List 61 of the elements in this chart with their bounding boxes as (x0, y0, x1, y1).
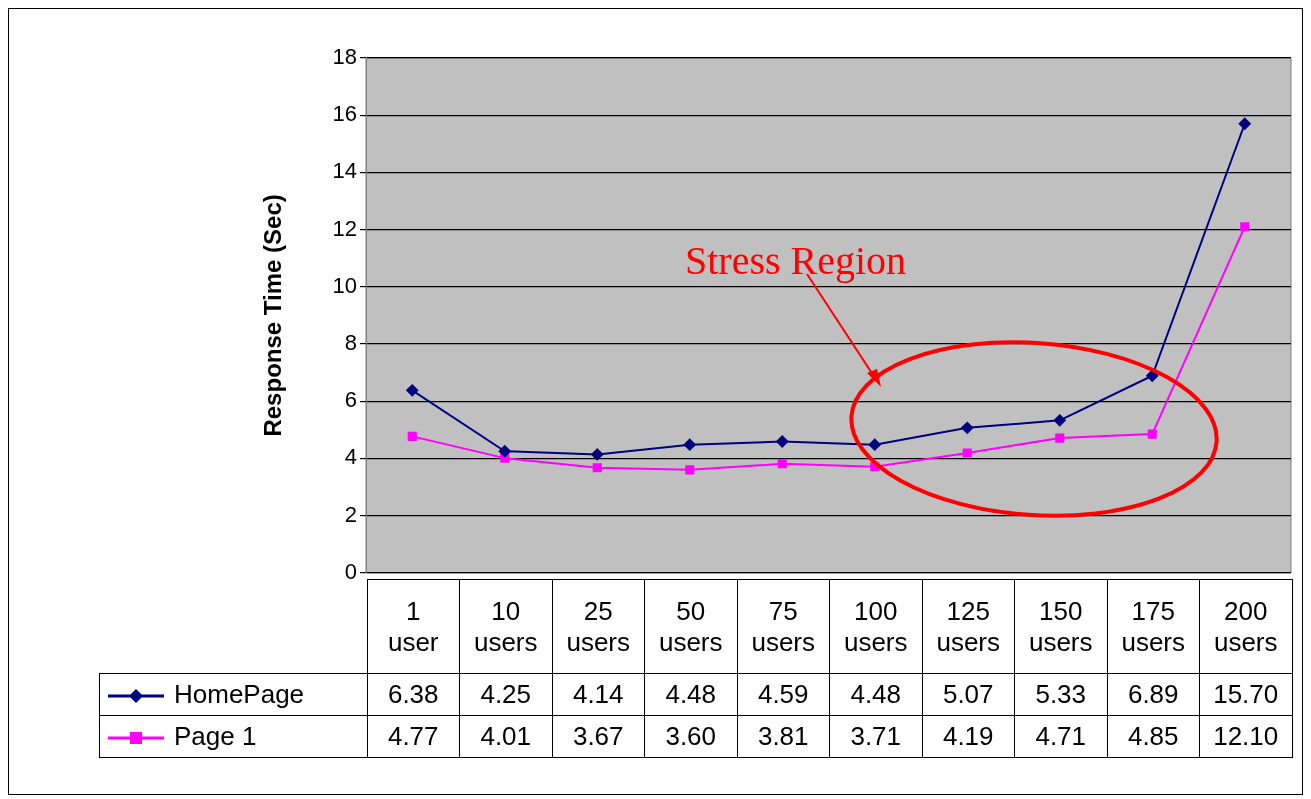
data-label: 4.14 (552, 673, 645, 716)
data-label: 4.85 (1107, 715, 1200, 758)
data-label: 6.89 (1107, 673, 1200, 716)
data-label: 4.48 (829, 673, 922, 716)
x-tick-label: 75 users (750, 595, 817, 658)
point (407, 431, 417, 441)
data-label: 15.70 (1199, 673, 1292, 716)
data-label: 4.25 (459, 673, 552, 716)
data-label: 5.33 (1014, 673, 1107, 716)
x-tick-label: 100 users (842, 595, 909, 658)
x-tick-label: 175 users (1120, 595, 1187, 658)
data-label: 3.60 (644, 715, 737, 758)
data-label: 4.19 (922, 715, 1015, 758)
annotation: Stress Region (685, 237, 907, 284)
point (961, 421, 974, 434)
point (498, 445, 511, 458)
point (1055, 433, 1065, 443)
point (685, 465, 695, 475)
point (1053, 414, 1066, 427)
y-axis-title: Response Time (Sec) (259, 194, 287, 437)
data-label: 4.59 (737, 673, 830, 716)
data-label: 4.48 (644, 673, 737, 716)
data-label: 12.10 (1199, 715, 1292, 758)
y-tick-label: 2 (344, 501, 357, 527)
y-tick-label: 0 (344, 558, 357, 584)
point (1238, 117, 1251, 130)
x-tick-label: 125 users (935, 595, 1002, 658)
data-label: 4.71 (1014, 715, 1107, 758)
data-label: 3.71 (829, 715, 922, 758)
data-label: 4.77 (367, 715, 460, 758)
data-label: 6.38 (367, 673, 460, 716)
point (592, 463, 602, 473)
point (683, 438, 696, 451)
point (1147, 429, 1157, 439)
point (776, 435, 789, 448)
legend-label: HomePage (174, 679, 305, 709)
legend-label: Page 1 (174, 721, 257, 751)
x-tick-label: 200 users (1212, 595, 1279, 658)
point (777, 459, 787, 469)
x-tick-label: 50 users (657, 595, 724, 658)
x-tick-label: 10 users (472, 595, 539, 658)
point (962, 448, 972, 458)
x-tick-label: 1 user (386, 595, 440, 658)
point (1240, 222, 1250, 232)
y-tick-label: 12 (332, 215, 357, 241)
x-tick-label: 25 users (565, 595, 632, 658)
data-label: 5.07 (922, 673, 1015, 716)
y-tick-label: 8 (344, 330, 357, 356)
x-tick-label: 150 users (1027, 595, 1094, 658)
y-tick-label: 14 (332, 158, 357, 184)
y-tick-label: 10 (332, 272, 357, 298)
y-tick-label: 4 (344, 444, 357, 470)
point (406, 384, 419, 397)
point (868, 438, 881, 451)
y-tick-label: 16 (332, 101, 357, 127)
y-tick-label: 18 (332, 44, 357, 70)
data-label: 4.01 (459, 715, 552, 758)
point (591, 448, 604, 461)
y-tick-label: 6 (344, 387, 357, 413)
data-label: 3.81 (737, 715, 830, 758)
data-label: 3.67 (552, 715, 645, 758)
